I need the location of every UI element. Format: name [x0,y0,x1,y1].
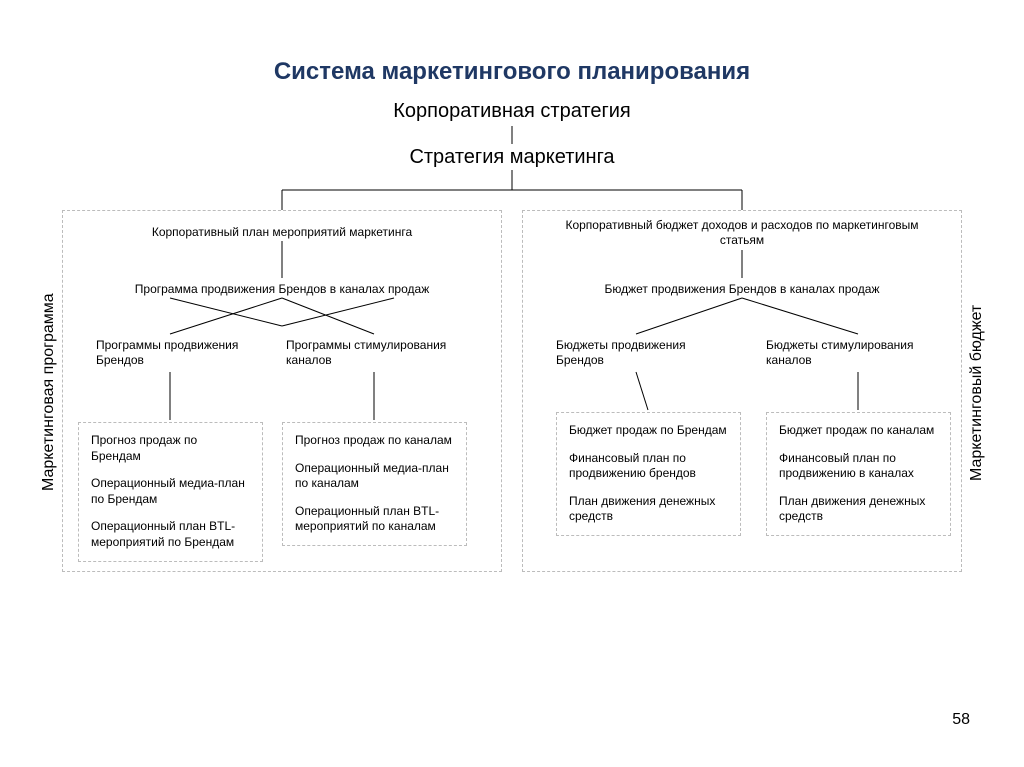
left-n1: Корпоративный план мероприятий маркетинг… [102,225,462,240]
left-box-b-item-3: Операционный план BTL-мероприятий по кан… [295,504,454,535]
right-box-b-item-2: Финансовый план по продвижению в каналах [779,451,938,482]
right-box-b-item-1: Бюджет продаж по каналам [779,423,938,439]
panel-left-label: Маркетинговая программа [40,240,58,545]
left-n3b: Программы стимулирования каналов [286,338,466,368]
left-box-b: Прогноз продаж по каналам Операционный м… [282,422,467,546]
page-number: 58 [952,711,970,729]
subtitle-corporate-strategy: Корпоративная стратегия [0,100,1024,123]
right-box-a-item-3: План движения денежных средств [569,494,728,525]
left-box-a-item-2: Операционный медиа-план по Брендам [91,476,250,507]
right-n3a: Бюджеты продвижения Брендов [556,338,726,368]
left-box-b-item-2: Операционный медиа-план по каналам [295,461,454,492]
left-n3a: Программы продвижения Брендов [96,338,256,368]
left-box-a-item-3: Операционный план BTL-мероприятий по Бре… [91,519,250,550]
right-box-a: Бюджет продаж по Брендам Финансовый план… [556,412,741,536]
right-box-a-item-2: Финансовый план по продвижению брендов [569,451,728,482]
left-box-b-item-1: Прогноз продаж по каналам [295,433,454,449]
left-box-a: Прогноз продаж по Брендам Операционный м… [78,422,263,562]
right-box-a-item-1: Бюджет продаж по Брендам [569,423,728,439]
right-box-b-item-3: План движения денежных средств [779,494,938,525]
subtitle-marketing-strategy: Стратегия маркетинга [0,146,1024,169]
left-n2: Программа продвижения Брендов в каналах … [102,282,462,297]
right-n1: Корпоративный бюджет доходов и расходов … [562,218,922,248]
right-n2: Бюджет продвижения Брендов в каналах про… [562,282,922,297]
right-box-b: Бюджет продаж по каналам Финансовый план… [766,412,951,536]
left-box-a-item-1: Прогноз продаж по Брендам [91,433,250,464]
page-title: Система маркетингового планирования [0,58,1024,86]
panel-right-label: Маркетинговый бюджет [968,255,986,530]
right-n3b: Бюджеты стимулирования каналов [766,338,956,368]
